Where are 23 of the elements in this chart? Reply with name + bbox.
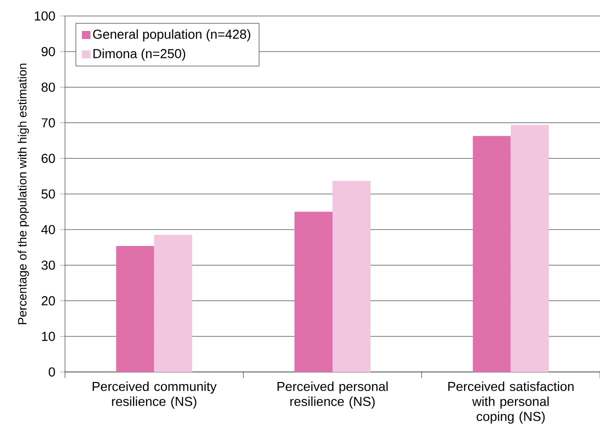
- legend-label: Dimona (n=250): [94, 48, 186, 61]
- bar: [510, 124, 549, 372]
- y-tick-label: 80: [42, 82, 55, 92]
- y-tick-label: 60: [42, 154, 55, 163]
- x-tick-label: Perceived satisfaction with personal coping (NS): [448, 382, 574, 424]
- y-tick-label: 10: [42, 332, 55, 341]
- bar: [294, 212, 332, 372]
- y-tick-label: 40: [41, 224, 55, 234]
- bar: [154, 234, 192, 372]
- y-tick-label: 70: [42, 118, 55, 128]
- y-tick-label: 30: [42, 260, 55, 270]
- legend-label: General population (n=428): [93, 29, 250, 42]
- y-tick-label: 100: [34, 11, 55, 21]
- bar: [332, 180, 370, 372]
- x-tick-label: Perceived personal resilience (NS): [278, 382, 388, 409]
- y-tick-label: 90: [42, 46, 55, 56]
- y-tick-label: 20: [42, 296, 55, 306]
- x-tick-label: Perceived community resilience (NS): [92, 382, 217, 409]
- bar: [116, 246, 154, 372]
- y-tick-label: 0: [48, 367, 55, 377]
- y-axis-title: Percentage of the population with high estimation: [18, 64, 29, 324]
- y-tick-label: 50: [42, 189, 55, 199]
- bar: [472, 136, 511, 372]
